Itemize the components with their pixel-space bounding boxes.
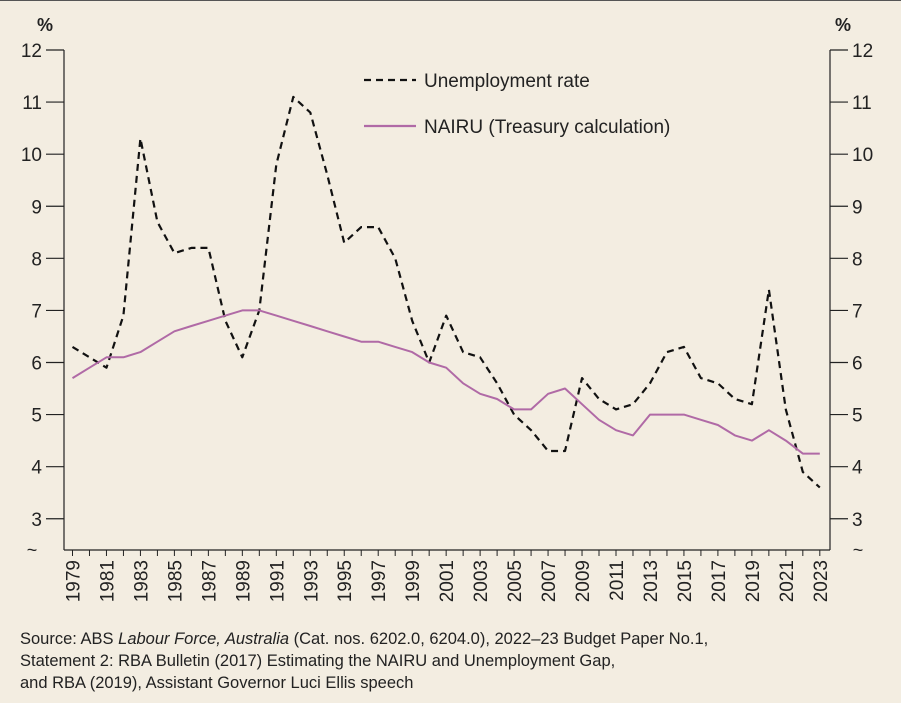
y-tick-label-right: 5 bbox=[852, 406, 863, 427]
y-tick-label-left: 12 bbox=[21, 41, 42, 62]
y-tick-label-left: 4 bbox=[31, 458, 42, 479]
y-tick-label-left: 6 bbox=[31, 354, 42, 375]
source-line-1: Source: ABS Labour Force, Australia (Cat… bbox=[20, 628, 880, 650]
y-tick-label-right: 3 bbox=[852, 510, 863, 531]
x-tick-label: 1985 bbox=[165, 560, 186, 602]
y-tick-label-left: 8 bbox=[31, 249, 42, 270]
legend-label-1: NAIRU (Treasury calculation) bbox=[424, 117, 670, 138]
y-tick-label-right: 6 bbox=[852, 354, 863, 375]
chart-svg: % % 3 3 4 4 5 5 6 6 7 7 8 8 9 9 10 10 11 11 12 12 ~ ~1979 1981 19… bbox=[21, 15, 873, 602]
y-tick-label-left: 9 bbox=[31, 197, 42, 218]
x-tick-label: 1989 bbox=[233, 560, 254, 602]
x-tick-label: 1979 bbox=[63, 560, 84, 602]
x-tick-label: 1993 bbox=[301, 560, 322, 602]
x-tick-label: 1987 bbox=[199, 560, 220, 602]
axis-break-right: ~ bbox=[853, 540, 864, 560]
y-tick-label-right: 4 bbox=[852, 458, 863, 479]
x-tick-label: 2011 bbox=[607, 560, 628, 601]
series-line-unemployment bbox=[71, 95, 821, 489]
x-tick-label: 2003 bbox=[471, 560, 492, 602]
x-tick-label: 1997 bbox=[369, 560, 390, 602]
x-tick-label: 1995 bbox=[335, 560, 356, 602]
x-tick-label: 2019 bbox=[743, 560, 764, 602]
y-tick-label-right: 11 bbox=[852, 93, 872, 114]
series-line-nairu bbox=[71, 309, 820, 455]
x-tick-label: 2023 bbox=[811, 560, 832, 602]
source-line-3: and RBA (2019), Assistant Governor Luci … bbox=[20, 674, 414, 692]
x-tick-label: 2021 bbox=[777, 560, 798, 602]
x-tick-label: 2001 bbox=[437, 560, 458, 602]
y-tick-label-left: 3 bbox=[31, 510, 42, 531]
source-line-2: Statement 2: RBA Bulletin (2017) Estimat… bbox=[20, 652, 616, 670]
axis-break-left: ~ bbox=[27, 540, 38, 560]
x-tick-label: 2017 bbox=[709, 560, 730, 602]
source-italic-title: Labour Force, Australia bbox=[118, 630, 290, 648]
y-tick-label-left: 10 bbox=[21, 145, 42, 166]
x-tick-label: 2009 bbox=[573, 560, 594, 602]
y-unit-right: % bbox=[835, 15, 851, 35]
x-tick-label: 1983 bbox=[131, 560, 152, 602]
x-tick-label: 1999 bbox=[403, 560, 424, 602]
source-prefix: Source: ABS bbox=[20, 630, 119, 648]
x-tick-label: 2015 bbox=[675, 560, 696, 602]
x-tick-label: 2007 bbox=[539, 560, 560, 602]
y-tick-label-right: 12 bbox=[852, 41, 873, 62]
legend-label-0: Unemployment rate bbox=[424, 71, 590, 92]
x-tick-label: 2005 bbox=[505, 560, 526, 602]
y-tick-label-right: 9 bbox=[852, 197, 863, 218]
y-tick-label-right: 7 bbox=[852, 301, 863, 322]
source-note: Source: ABS Labour Force, Australia (Cat… bbox=[20, 628, 880, 694]
x-tick-label: 1991 bbox=[267, 560, 288, 602]
y-tick-label-left: 11 bbox=[22, 93, 42, 114]
y-tick-label-right: 8 bbox=[852, 249, 863, 270]
source-line-1-rest: (Cat. nos. 6202.0, 6204.0), 2022–23 Budg… bbox=[289, 630, 709, 648]
y-unit-left: % bbox=[37, 15, 53, 35]
x-tick-label: 2013 bbox=[641, 560, 662, 602]
y-tick-label-left: 5 bbox=[31, 406, 42, 427]
y-tick-label-left: 7 bbox=[31, 301, 42, 322]
y-tick-label-right: 10 bbox=[852, 145, 873, 166]
x-tick-label: 1981 bbox=[97, 560, 118, 602]
